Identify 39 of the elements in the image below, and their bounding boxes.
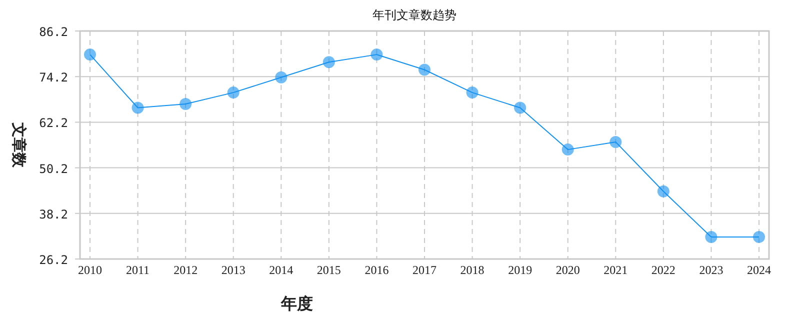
x-tick-label: 2011 xyxy=(126,263,150,277)
y-tick-label: 38.2 xyxy=(39,207,68,222)
x-tick-label: 2012 xyxy=(174,263,198,277)
chart-title: 年刊文章数趋势 xyxy=(372,8,456,22)
point xyxy=(275,71,288,84)
y-tick-label: 62.2 xyxy=(39,116,68,130)
x-tick-label: 2017 xyxy=(412,263,436,277)
x-tick-label: 2014 xyxy=(269,263,294,277)
point xyxy=(180,98,192,110)
point xyxy=(562,144,574,156)
y-axis-title: 文章数 xyxy=(10,122,28,168)
point xyxy=(132,102,144,114)
x-axis-title: 年度 xyxy=(280,294,313,313)
x-tick-label: 2021 xyxy=(604,263,628,277)
x-tick-label: 2020 xyxy=(556,263,580,277)
x-tick-label: 2018 xyxy=(460,263,484,277)
x-tick-label: 2015 xyxy=(316,263,341,277)
point xyxy=(657,185,670,198)
x-tick-label: 2022 xyxy=(651,263,676,277)
x-tick-label: 2023 xyxy=(699,263,724,277)
point xyxy=(370,48,383,61)
point xyxy=(753,230,765,243)
x-tick-label: 2019 xyxy=(508,263,532,277)
x-tick-label: 2024 xyxy=(747,263,771,277)
y-tick-label: 50.2 xyxy=(39,162,68,176)
point xyxy=(705,230,718,243)
point xyxy=(514,102,526,114)
x-tick-label: 2016 xyxy=(364,263,389,277)
y-tick-label: 86.2 xyxy=(39,25,68,39)
point xyxy=(610,136,622,148)
y-tick-label: 74.2 xyxy=(39,70,68,85)
point xyxy=(466,86,478,99)
x-tick-label: 2010 xyxy=(78,263,102,277)
point xyxy=(227,86,240,99)
point xyxy=(84,48,96,61)
y-tick-label: 26.2 xyxy=(39,253,68,267)
x-tick-label: 2013 xyxy=(221,263,246,277)
point xyxy=(322,56,335,68)
point xyxy=(418,64,430,76)
